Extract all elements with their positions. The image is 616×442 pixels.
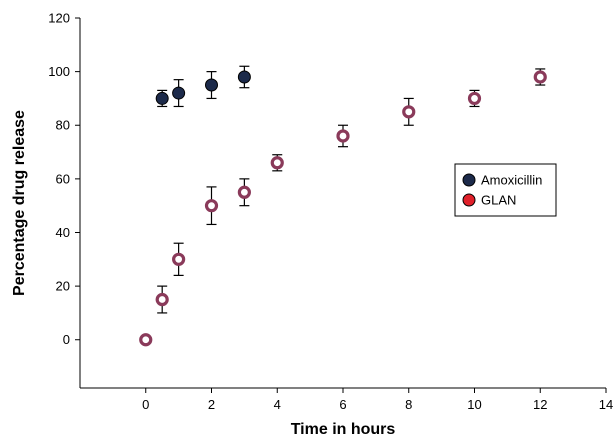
legend-box — [454, 163, 557, 217]
y-tick-label: 40 — [56, 225, 70, 240]
x-tick-label: 0 — [142, 397, 149, 412]
data-point — [467, 91, 482, 106]
x-tick-label: 12 — [533, 397, 547, 412]
y-tick-label: 120 — [48, 11, 70, 26]
data-point — [270, 156, 284, 170]
legend-label-amoxicillin: Amoxicillin — [481, 173, 542, 188]
data-point — [237, 185, 251, 199]
y-tick-label: 0 — [63, 332, 70, 347]
legend-marker-amoxicillin — [462, 173, 476, 187]
data-point — [237, 70, 251, 84]
y-tick-label: 100 — [48, 64, 70, 79]
data-point — [139, 333, 153, 347]
y-tick-label: 20 — [56, 279, 70, 294]
data-point — [204, 199, 219, 213]
x-axis-title: Time in hours — [291, 421, 396, 438]
legend: Amoxicillin GLAN — [454, 163, 557, 217]
data-point — [172, 86, 186, 100]
y-tick-label: 80 — [56, 118, 70, 133]
legend-marker-glan — [462, 193, 476, 207]
x-tick-label: 14 — [599, 397, 613, 412]
y-axis-ticks: 0 20 40 60 80 100 120 — [48, 11, 80, 347]
x-tick-label: 6 — [339, 397, 346, 412]
x-tick-label: 8 — [405, 397, 412, 412]
legend-label-glan: GLAN — [481, 193, 516, 208]
x-axis-ticks: 0 2 4 6 8 10 12 14 — [142, 388, 613, 412]
data-point — [155, 91, 169, 105]
y-tick-label: 60 — [56, 171, 70, 186]
data-point — [155, 292, 169, 307]
data-point — [172, 252, 186, 266]
y-axis-title: Percentage drug release — [11, 110, 28, 296]
data-point — [533, 70, 547, 84]
data-point — [205, 78, 218, 92]
data-point — [336, 129, 350, 143]
x-tick-label: 10 — [467, 397, 481, 412]
series-glan — [139, 68, 547, 347]
data-point — [402, 105, 416, 119]
series-amoxicillin — [155, 65, 251, 108]
series-layer — [139, 65, 547, 347]
x-tick-label: 4 — [274, 397, 281, 412]
x-tick-label: 2 — [208, 397, 215, 412]
